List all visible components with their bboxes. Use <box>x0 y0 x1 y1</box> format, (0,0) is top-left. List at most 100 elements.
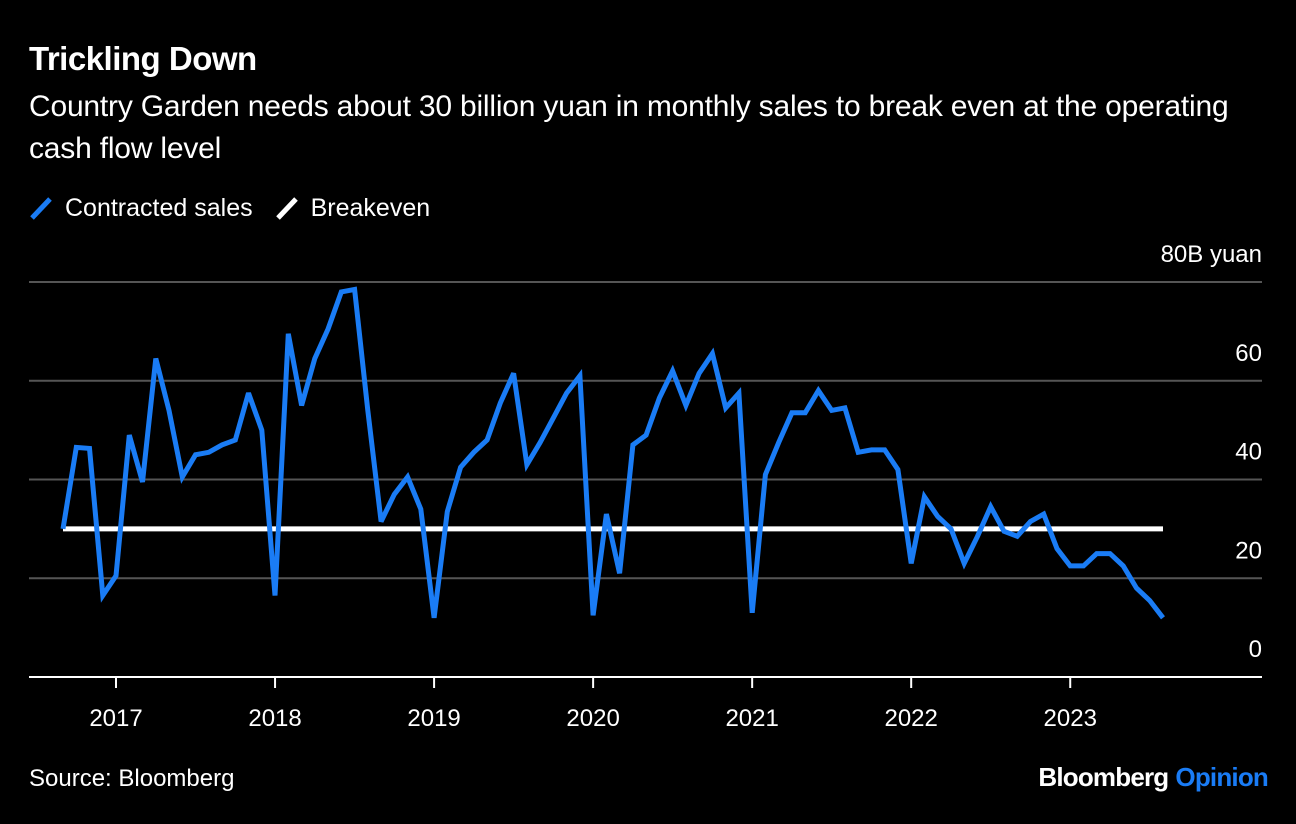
data-point-contracted-sales <box>472 450 476 454</box>
data-point-contracted-sales <box>61 527 65 531</box>
data-point-contracted-sales <box>194 453 198 457</box>
axis-layer <box>29 676 1262 688</box>
x-tick-label-2017: 2017 <box>89 705 142 732</box>
data-point-contracted-sales <box>591 613 595 617</box>
x-tick-label-2023: 2023 <box>1044 705 1097 732</box>
data-point-contracted-sales <box>247 391 251 395</box>
data-point-contracted-sales <box>512 371 516 375</box>
data-point-contracted-sales <box>445 510 449 514</box>
brand-suffix: Opinion <box>1175 762 1268 792</box>
data-point-contracted-sales <box>1121 564 1125 568</box>
data-point-contracted-sales <box>273 594 277 598</box>
brand-logo: Bloomberg Opinion <box>1038 762 1268 793</box>
data-point-contracted-sales <box>339 290 343 294</box>
x-tick-label-2020: 2020 <box>566 705 619 732</box>
legend-swatch-contracted-sales <box>30 197 52 220</box>
data-point-contracted-sales <box>1002 529 1006 533</box>
data-point-contracted-sales <box>326 327 330 331</box>
data-point-contracted-sales <box>114 574 118 578</box>
data-point-contracted-sales <box>1081 564 1085 568</box>
x-tick-label-2018: 2018 <box>248 705 301 732</box>
data-point-contracted-sales <box>750 611 754 615</box>
data-point-contracted-sales <box>432 616 436 620</box>
data-point-contracted-sales <box>154 357 158 361</box>
data-point-contracted-sales <box>538 440 542 444</box>
data-point-contracted-sales <box>777 440 781 444</box>
data-point-contracted-sales <box>1055 547 1059 551</box>
data-point-contracted-sales <box>141 480 145 484</box>
data-point-contracted-sales <box>816 389 820 393</box>
source-note: Source: Bloomberg <box>29 765 235 792</box>
x-tick-label-2022: 2022 <box>884 705 937 732</box>
data-point-contracted-sales <box>286 332 290 336</box>
data-point-contracted-sales <box>763 473 767 477</box>
data-point-contracted-sales <box>1108 552 1112 556</box>
data-point-contracted-sales <box>1028 519 1032 523</box>
label-layer: 80B yuan 0 20 40 60 2017 2018 2019 2020 2021 2022… <box>89 241 1262 732</box>
series-layer <box>60 286 1165 620</box>
data-point-contracted-sales <box>856 450 860 454</box>
legend-item-breakeven: Breakeven <box>275 193 431 223</box>
y-tick-label-40: 40 <box>1235 439 1262 466</box>
data-point-contracted-sales <box>684 403 688 407</box>
data-point-contracted-sales <box>419 507 423 511</box>
legend: Contracted sales Breakeven <box>29 188 452 228</box>
data-point-contracted-sales <box>869 448 873 452</box>
data-point-contracted-sales <box>101 594 105 598</box>
data-point-contracted-sales <box>710 352 714 356</box>
data-point-contracted-sales <box>1134 586 1138 590</box>
chart-subtitle: Country Garden needs about 30 billion yu… <box>29 90 1229 165</box>
data-point-contracted-sales <box>922 495 926 499</box>
legend-label-breakeven: Breakeven <box>310 193 431 222</box>
data-point-contracted-sales <box>1042 512 1046 516</box>
data-point-contracted-sales <box>697 371 701 375</box>
data-point-contracted-sales <box>657 396 661 400</box>
brand-name: Bloomberg <box>1038 762 1169 792</box>
data-point-contracted-sales <box>803 411 807 415</box>
data-point-contracted-sales <box>843 406 847 410</box>
data-point-contracted-sales <box>790 411 794 415</box>
data-point-contracted-sales <box>88 446 92 450</box>
data-point-contracted-sales <box>936 515 940 519</box>
data-point-contracted-sales <box>631 443 635 447</box>
x-tick-label-2021: 2021 <box>725 705 778 732</box>
data-point-contracted-sales <box>949 527 953 531</box>
legend-label-contracted-sales: Contracted sales <box>65 193 253 222</box>
y-tick-label-0: 0 <box>1249 636 1262 663</box>
data-point-contracted-sales <box>379 519 383 523</box>
data-point-contracted-sales <box>737 391 741 395</box>
data-point-contracted-sales <box>565 391 569 395</box>
data-point-contracted-sales <box>551 416 555 420</box>
data-point-contracted-sales <box>74 445 78 449</box>
data-point-contracted-sales <box>392 492 396 496</box>
data-point-contracted-sales <box>260 428 264 432</box>
data-point-contracted-sales <box>1015 534 1019 538</box>
data-point-contracted-sales <box>1148 598 1152 602</box>
data-point-contracted-sales <box>883 448 887 452</box>
data-point-contracted-sales <box>604 512 608 516</box>
data-point-contracted-sales <box>127 433 131 437</box>
data-point-contracted-sales <box>724 406 728 410</box>
data-point-contracted-sales <box>896 468 900 472</box>
data-point-contracted-sales <box>830 408 834 412</box>
data-point-contracted-sales <box>300 403 304 407</box>
data-point-contracted-sales <box>220 443 224 447</box>
data-point-contracted-sales <box>989 505 993 509</box>
data-point-contracted-sales <box>485 438 489 442</box>
data-point-contracted-sales <box>207 450 211 454</box>
data-point-contracted-sales <box>962 561 966 565</box>
data-point-contracted-sales <box>167 408 171 412</box>
legend-item-contracted-sales: Contracted sales <box>29 194 253 223</box>
data-point-contracted-sales <box>180 475 184 479</box>
data-point-contracted-sales <box>233 438 237 442</box>
y-tick-label-20: 20 <box>1235 537 1262 564</box>
data-point-contracted-sales <box>1161 616 1165 620</box>
series-line-contracted-sales <box>60 286 1165 620</box>
y-unit-label: 80B yuan <box>1161 241 1262 268</box>
data-point-contracted-sales <box>353 287 357 291</box>
data-point-contracted-sales <box>975 534 979 538</box>
data-point-contracted-sales <box>1095 552 1099 556</box>
grid-layer <box>29 281 1262 580</box>
y-tick-label-60: 60 <box>1235 340 1262 367</box>
data-point-contracted-sales <box>671 369 675 373</box>
